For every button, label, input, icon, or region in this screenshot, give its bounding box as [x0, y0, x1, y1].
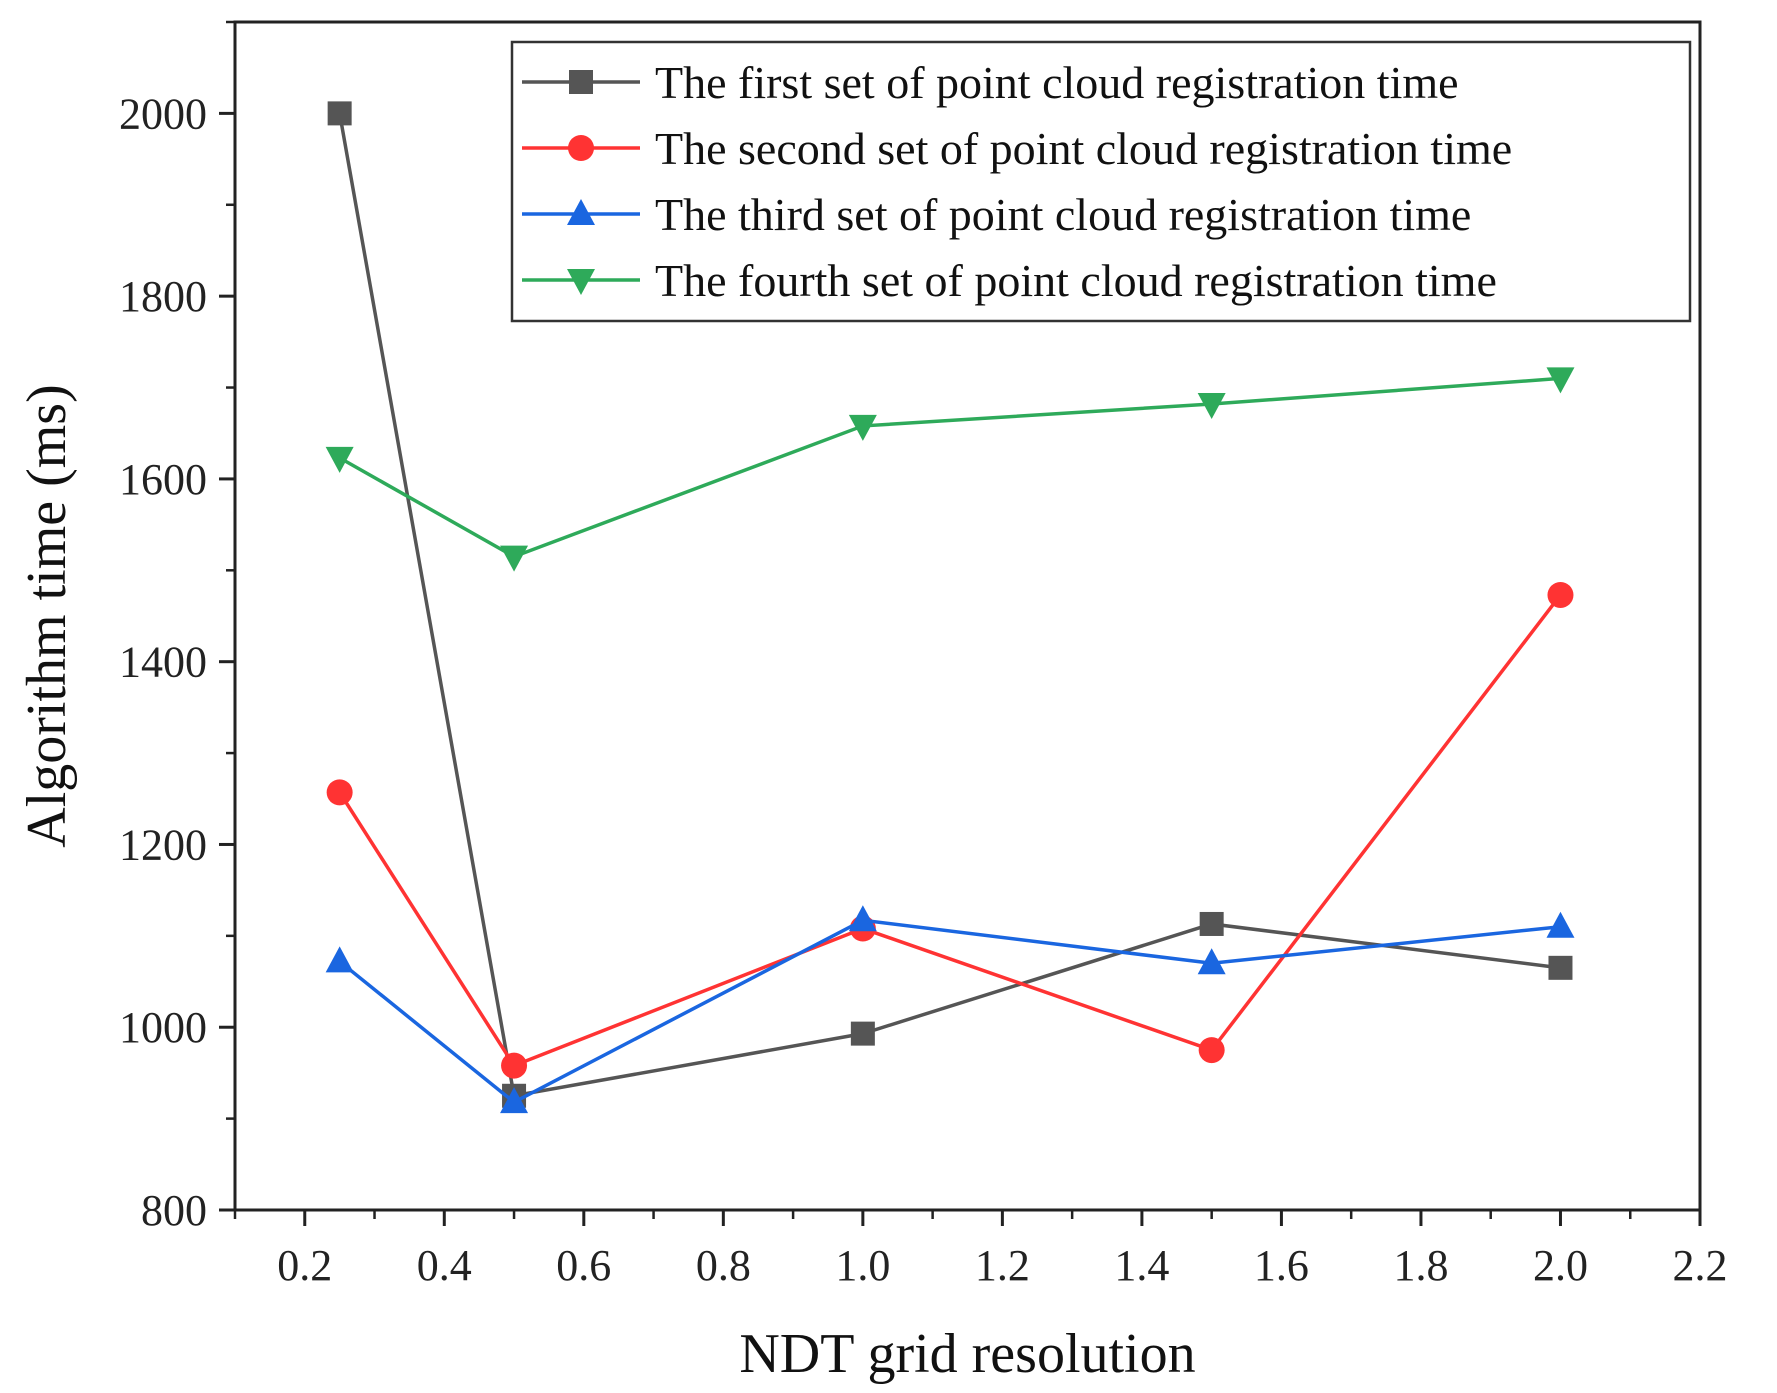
y-tick-label: 1400 [119, 638, 207, 687]
plot-border [233, 20, 1702, 1212]
series-layer [325, 101, 1575, 1114]
data-point [850, 1021, 875, 1046]
legend-item: The first set of point cloud registratio… [522, 57, 1459, 108]
series-3 [325, 905, 1575, 1114]
x-tick-label: 0.8 [696, 1241, 751, 1290]
series-4 [325, 367, 1575, 572]
y-tick-label: 1800 [119, 272, 207, 321]
x-tick-label: 0.6 [556, 1241, 611, 1290]
plot-frame [233, 20, 1702, 1212]
data-point [1197, 392, 1226, 419]
legend-label: The third set of point cloud registratio… [655, 189, 1471, 240]
data-point [500, 545, 529, 572]
data-point [1197, 948, 1226, 975]
data-point [848, 905, 877, 932]
legend: The first set of point cloud registratio… [510, 40, 1692, 323]
y-tick-label: 1200 [119, 820, 207, 869]
series-line [338, 593, 1562, 1068]
data-point [327, 101, 352, 126]
legend-marker [567, 269, 595, 295]
y-tick-label: 1600 [119, 455, 207, 504]
data-point [1199, 911, 1224, 936]
x-tick-label: 0.4 [417, 1241, 472, 1290]
legend-marker [568, 135, 594, 161]
x-tick-label: 1.6 [1254, 1241, 1309, 1290]
legend-item: The fourth set of point cloud registrati… [522, 255, 1497, 306]
x-tick-label: 1.0 [835, 1241, 890, 1290]
x-tick-label: 1.8 [1393, 1241, 1448, 1290]
legend-marker [569, 70, 593, 94]
series-1 [327, 101, 1573, 1108]
x-tick-label: 2.2 [1673, 1241, 1728, 1290]
data-point [326, 779, 353, 806]
data-point [501, 1052, 528, 1079]
y-tick-label: 2000 [119, 89, 207, 138]
y-tick-label: 800 [141, 1186, 207, 1235]
x-tick-label: 2.0 [1533, 1241, 1588, 1290]
legend-label: The first set of point cloud registratio… [655, 57, 1459, 108]
data-point [1547, 581, 1574, 608]
y-tick-label: 1000 [119, 1003, 207, 1052]
legend-box [510, 40, 1692, 323]
data-point [848, 414, 877, 441]
data-point [1546, 367, 1575, 394]
x-axis-title: NDT grid resolution [739, 1323, 1195, 1385]
legend-item: The third set of point cloud registratio… [522, 189, 1471, 240]
y-axis: 800 1000 1200 1400 1600 1800 2000 [119, 20, 235, 1235]
legend-item: The second set of point cloud registrati… [522, 123, 1512, 174]
x-tick-label: 1.4 [1114, 1241, 1169, 1290]
legend-marker [567, 199, 595, 225]
x-axis: 0.2 0.4 0.6 0.8 1.0 1.2 1.4 1.6 1.8 2.0 2.2 [233, 1210, 1728, 1290]
data-point [325, 446, 354, 473]
legend-label: The second set of point cloud registrati… [655, 123, 1512, 174]
x-tick-label: 0.2 [277, 1241, 332, 1290]
data-point [1198, 1037, 1225, 1064]
legend-label: The fourth set of point cloud registrati… [655, 255, 1497, 306]
series-2 [326, 581, 1574, 1079]
data-point [500, 1087, 529, 1114]
data-point [1548, 955, 1573, 980]
data-point [1546, 911, 1575, 938]
x-tick-label: 1.2 [975, 1241, 1030, 1290]
data-point [325, 946, 354, 973]
series-line [338, 376, 1561, 559]
y-axis-title: Algorithm time (ms) [16, 384, 78, 848]
